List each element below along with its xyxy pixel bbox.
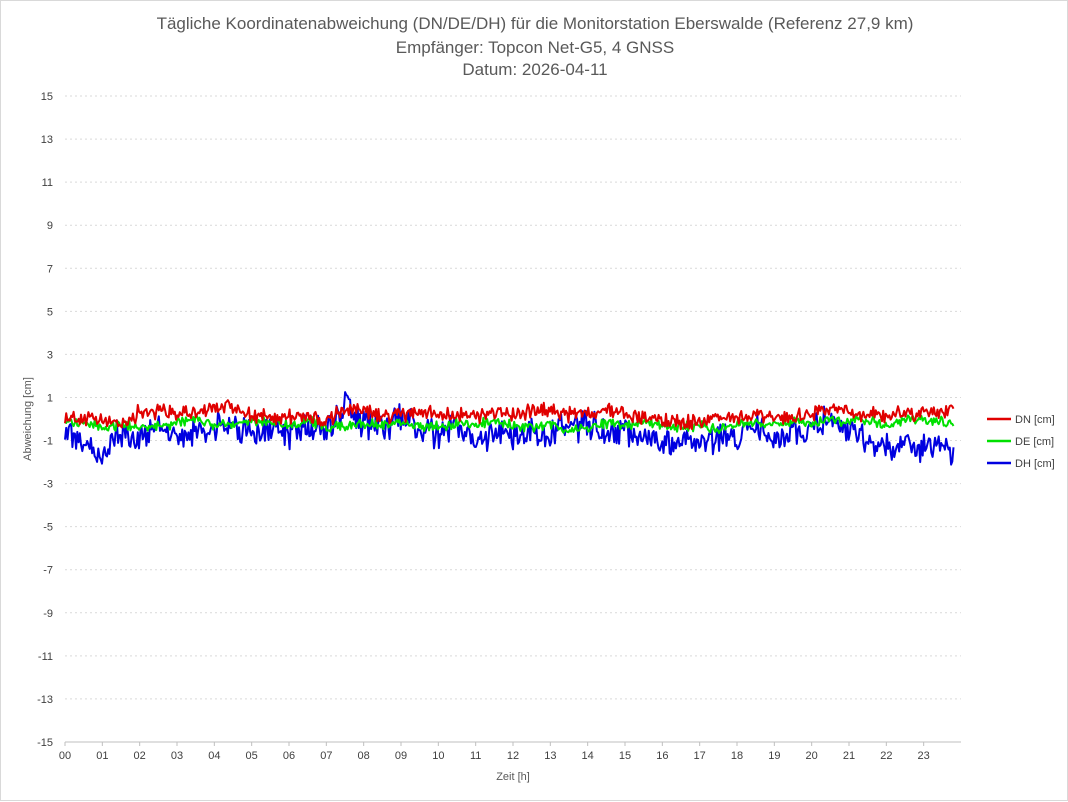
x-tick-label: 04 (208, 750, 220, 762)
y-tick-label: -11 (38, 651, 53, 663)
y-axis-label: Abweichung [cm] (22, 377, 34, 461)
x-tick-label: 00 (59, 750, 71, 762)
y-tick-label: 9 (47, 220, 53, 232)
y-tick-label: 13 (41, 134, 53, 146)
x-tick-label: 15 (619, 750, 631, 762)
x-tick-label: 17 (694, 750, 706, 762)
x-tick-label: 16 (656, 750, 668, 762)
legend-label: DH [cm] (1015, 458, 1055, 470)
y-tick-label: -13 (37, 694, 53, 706)
x-tick-label: 23 (918, 750, 930, 762)
x-tick-label: 03 (171, 750, 183, 762)
chart-subtitle-date: Datum: 2026-04-11 (462, 60, 607, 79)
y-tick-label: -9 (43, 608, 53, 620)
y-tick-label: -7 (43, 565, 53, 577)
series-line-de (64, 413, 955, 435)
x-tick-label: 21 (843, 750, 855, 762)
x-tick-label: 19 (768, 750, 780, 762)
x-tick-label: 01 (96, 750, 108, 762)
x-axis-ticks: 00 01 02 03 04 05 06 07 08 09 10 11 12 13 14 15 16 17 18 19… (59, 741, 961, 762)
x-tick-label: 14 (582, 750, 594, 762)
legend-label: DE [cm] (1015, 436, 1054, 448)
legend: DN [cm] DE [cm] DH [cm] (987, 414, 1055, 470)
y-tick-label: -15 (37, 737, 53, 749)
x-tick-label: 18 (731, 750, 743, 762)
x-axis-label: Zeit [h] (496, 771, 530, 783)
x-tick-label: 20 (806, 750, 818, 762)
x-tick-label: 08 (358, 750, 370, 762)
x-tick-label: 12 (507, 750, 519, 762)
series-line-dn (64, 399, 955, 431)
x-tick-label: 11 (470, 750, 481, 762)
y-tick-label: -3 (43, 479, 53, 491)
chart-title: Tägliche Koordinatenabweichung (DN/DE/DH… (157, 14, 914, 33)
legend-label: DN [cm] (1015, 414, 1055, 426)
series-line-dh (64, 391, 955, 466)
y-tick-label: -1 (43, 436, 53, 448)
y-tick-label: -5 (43, 522, 53, 534)
y-tick-label: 11 (42, 177, 53, 189)
y-tick-label: 3 (47, 349, 53, 361)
y-tick-label: 7 (47, 263, 53, 275)
chart-subtitle-receiver: Empfänger: Topcon Net-G5, 4 GNSS (396, 38, 674, 57)
x-tick-label: 05 (246, 750, 258, 762)
series-lines (64, 391, 955, 466)
x-tick-label: 22 (880, 750, 892, 762)
x-tick-label: 06 (283, 750, 295, 762)
y-tick-label: 1 (47, 392, 53, 404)
x-tick-label: 07 (320, 750, 332, 762)
x-tick-label: 13 (544, 750, 556, 762)
y-tick-label: 5 (47, 306, 53, 318)
x-tick-label: 10 (432, 750, 444, 762)
x-tick-label: 09 (395, 750, 407, 762)
x-tick-label: 02 (134, 750, 146, 762)
y-tick-label: 15 (41, 91, 53, 103)
grid (65, 95, 961, 743)
